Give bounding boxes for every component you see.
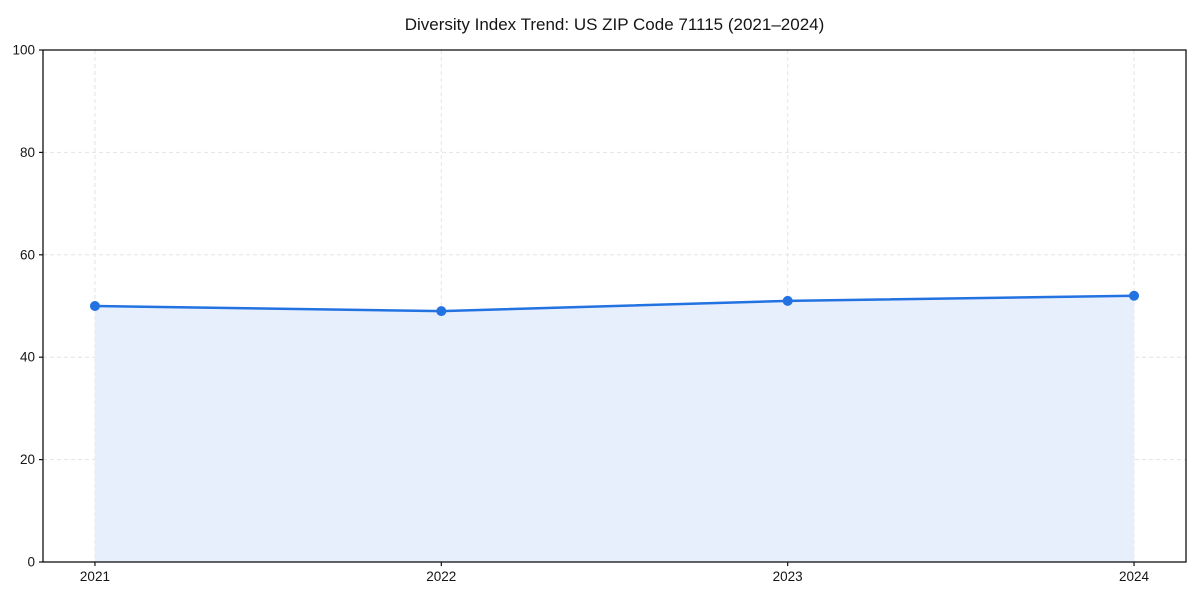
axes-layer: 0 20 40 60 80 100 2021 2022 2023 2024 <box>12 43 1187 584</box>
data-point-marker <box>1129 290 1140 301</box>
chart-title: Diversity Index Trend: US ZIP Code 71115… <box>405 15 825 34</box>
y-tick-label: 40 <box>20 350 35 365</box>
y-tick-label: 100 <box>12 43 35 58</box>
x-tick-label: 2021 <box>80 569 110 584</box>
y-tick-label: 0 <box>27 555 35 570</box>
x-tick-label: 2024 <box>1119 569 1150 584</box>
x-tick-label: 2023 <box>773 569 803 584</box>
x-tick-label: 2022 <box>426 569 456 584</box>
plot-border <box>42 49 1187 563</box>
data-point-marker <box>89 301 100 311</box>
y-tick-label: 80 <box>20 145 35 160</box>
trend-line <box>93 294 1136 313</box>
y-tick-label: 20 <box>20 452 35 467</box>
data-point-marker <box>782 295 793 306</box>
y-tick-label: 60 <box>20 247 35 262</box>
area-fill <box>94 295 1135 562</box>
data-point-marker <box>436 306 447 317</box>
series-layer <box>89 290 1140 562</box>
